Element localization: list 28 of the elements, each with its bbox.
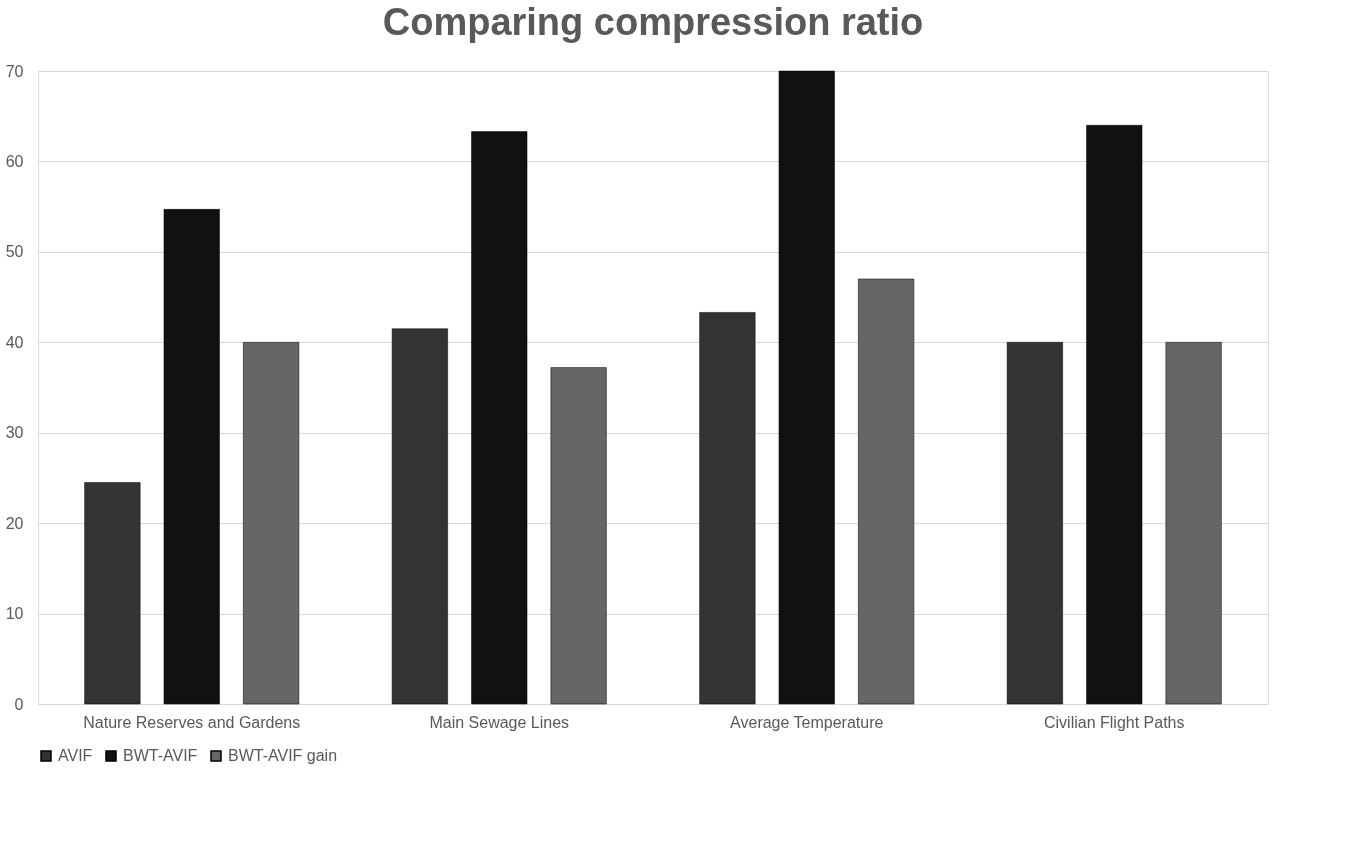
- legend-label: AVIF: [58, 747, 93, 764]
- bar: [471, 131, 528, 705]
- y-tick-label: 50: [5, 243, 24, 261]
- y-tick-label: 0: [14, 695, 24, 713]
- bar: [699, 312, 756, 705]
- bar: [84, 482, 141, 705]
- y-tick-label: 40: [5, 333, 24, 351]
- legend-label: BWT-AVIF gain: [228, 747, 338, 764]
- x-tick-label: Average Temperature: [730, 713, 884, 731]
- bar: [243, 342, 300, 705]
- legend-label: BWT-AVIF: [123, 747, 198, 764]
- y-tick-label: 10: [5, 605, 24, 623]
- x-tick-label: Nature Reserves and Gardens: [83, 713, 301, 731]
- bar: [1165, 342, 1222, 705]
- bar: [1006, 342, 1063, 705]
- y-tick-label: 70: [5, 62, 24, 80]
- bar: [163, 209, 220, 705]
- bar: [1086, 125, 1143, 705]
- bar: [778, 70, 835, 705]
- bar: [391, 328, 448, 705]
- y-tick-label: 20: [5, 514, 24, 532]
- chart-title: Comparing compression ratio: [382, 1, 924, 43]
- y-tick-label: 30: [5, 424, 24, 442]
- bar: [858, 278, 915, 705]
- y-tick-label: 60: [5, 152, 24, 170]
- x-tick-label: Main Sewage Lines: [429, 713, 570, 731]
- x-tick-label: Civilian Flight Paths: [1044, 713, 1185, 731]
- bar: [550, 367, 607, 705]
